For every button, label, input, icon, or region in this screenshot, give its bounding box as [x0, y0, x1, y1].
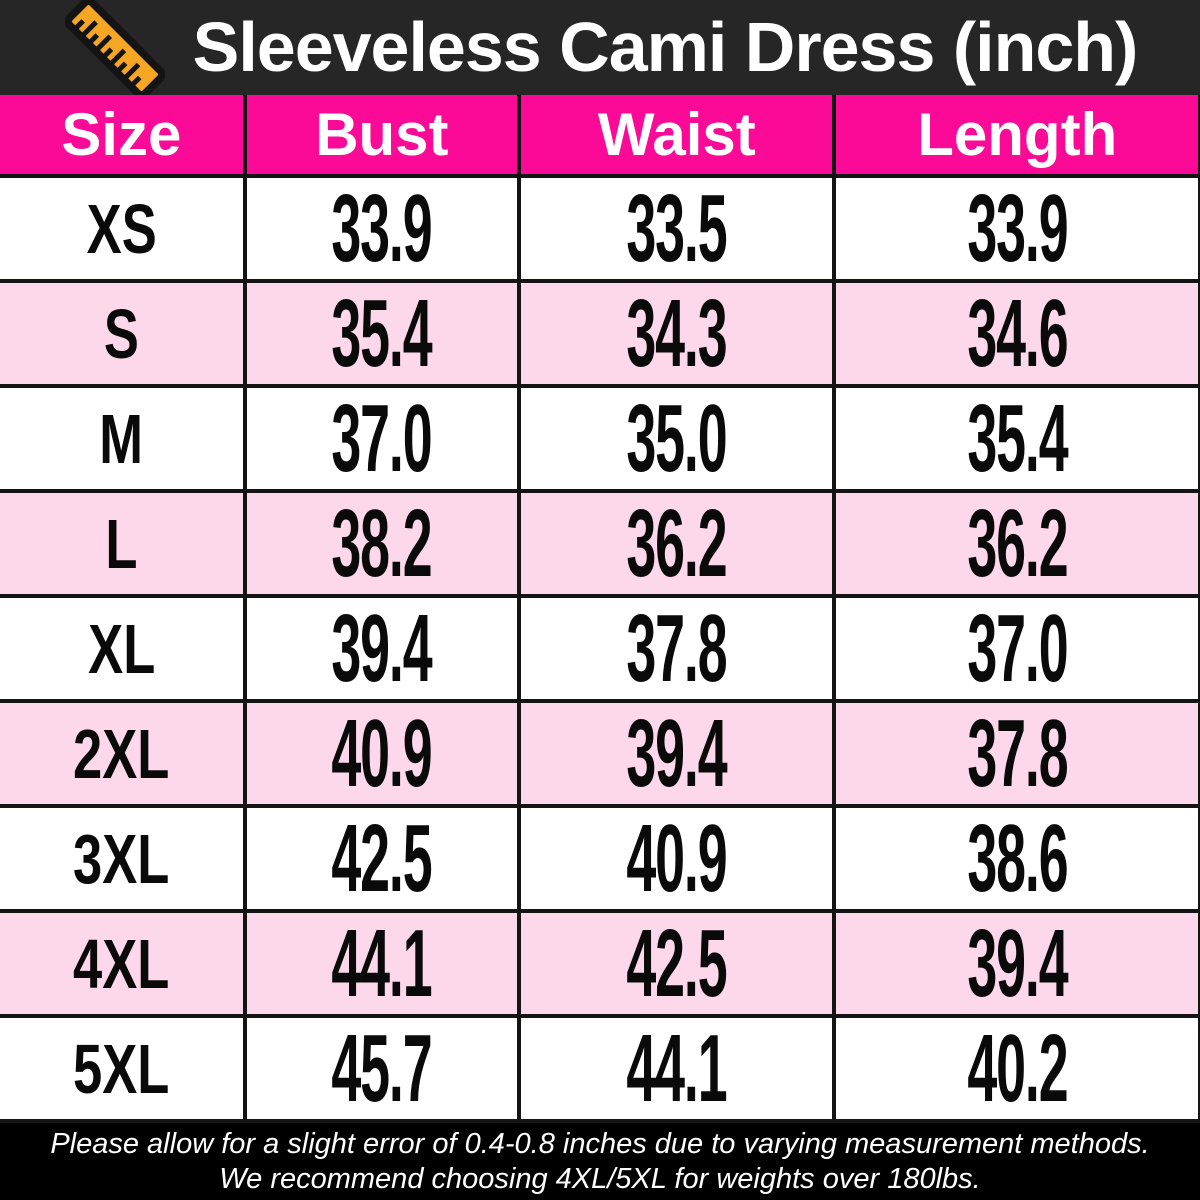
- length-cell: 33.9: [967, 174, 1068, 282]
- waist-cell: 34.3: [626, 279, 728, 387]
- bust-cell: 33.9: [331, 174, 433, 282]
- length-cell: 38.6: [967, 804, 1068, 912]
- bust-cell: 45.7: [331, 1014, 433, 1122]
- waist-cell: 35.0: [626, 384, 728, 492]
- length-cell: 36.2: [967, 489, 1068, 597]
- size-cell: XS: [86, 189, 157, 268]
- column-header-waist: Waist: [517, 95, 837, 178]
- column-header-size: Size: [0, 95, 247, 178]
- waist-cell: 36.2: [626, 489, 728, 597]
- column-header-length: Length: [832, 95, 1200, 178]
- table-row-2xl: 2XL 40.9 39.4 37.8: [0, 699, 1200, 808]
- ruler-icon: [63, 0, 167, 98]
- title-bar: Sleeveless Cami Dress (inch): [0, 0, 1200, 98]
- table-row-l: L 38.2 36.2 36.2: [0, 489, 1200, 598]
- size-cell: 3XL: [73, 819, 170, 898]
- waist-cell: 40.9: [626, 804, 728, 912]
- size-cell: 5XL: [73, 1029, 170, 1108]
- table-header-row: Size Bust Waist Length: [0, 95, 1200, 178]
- footer-line-2: We recommend choosing 4XL/5XL for weight…: [219, 1162, 981, 1195]
- size-cell: L: [105, 504, 138, 583]
- length-cell: 39.4: [967, 909, 1068, 1017]
- waist-cell: 44.1: [626, 1014, 728, 1122]
- table-row-xs: XS 33.9 33.5 33.9: [0, 174, 1200, 283]
- size-chart-table: Size Bust Waist Length XS 33.9 33.5 33.9…: [0, 95, 1200, 1123]
- bust-cell: 38.2: [331, 489, 433, 597]
- table-row-s: S 35.4 34.3 34.6: [0, 279, 1200, 388]
- table-row-4xl: 4XL 44.1 42.5 39.4: [0, 909, 1200, 1018]
- bust-cell: 39.4: [331, 594, 433, 702]
- table-row-xl: XL 39.4 37.8 37.0: [0, 594, 1200, 703]
- page-title: Sleeveless Cami Dress (inch): [192, 8, 1139, 86]
- length-cell: 37.8: [967, 699, 1068, 807]
- size-cell: S: [103, 294, 139, 373]
- footer-line-1: Please allow for a slight error of 0.4-0…: [50, 1127, 1150, 1160]
- waist-cell: 42.5: [626, 909, 728, 1017]
- size-cell: XL: [87, 609, 155, 688]
- bust-cell: 37.0: [331, 384, 433, 492]
- table-row-5xl: 5XL 45.7 44.1 40.2: [0, 1014, 1200, 1123]
- size-cell: 4XL: [73, 924, 170, 1003]
- column-header-bust: Bust: [242, 95, 522, 178]
- waist-cell: 39.4: [626, 699, 728, 807]
- length-cell: 37.0: [967, 594, 1068, 702]
- table-row-3xl: 3XL 42.5 40.9 38.6: [0, 804, 1200, 913]
- length-cell: 35.4: [967, 384, 1068, 492]
- bust-cell: 35.4: [331, 279, 433, 387]
- bust-cell: 42.5: [331, 804, 433, 912]
- bust-cell: 40.9: [331, 699, 433, 807]
- table-row-m: M 37.0 35.0 35.4: [0, 384, 1200, 493]
- length-cell: 34.6: [967, 279, 1068, 387]
- footer-note: Please allow for a slight error of 0.4-0…: [0, 1123, 1200, 1200]
- size-cell: 2XL: [73, 714, 170, 793]
- bust-cell: 44.1: [331, 909, 433, 1017]
- length-cell: 40.2: [967, 1014, 1068, 1122]
- waist-cell: 37.8: [626, 594, 728, 702]
- waist-cell: 33.5: [626, 174, 728, 282]
- size-cell: M: [99, 399, 144, 478]
